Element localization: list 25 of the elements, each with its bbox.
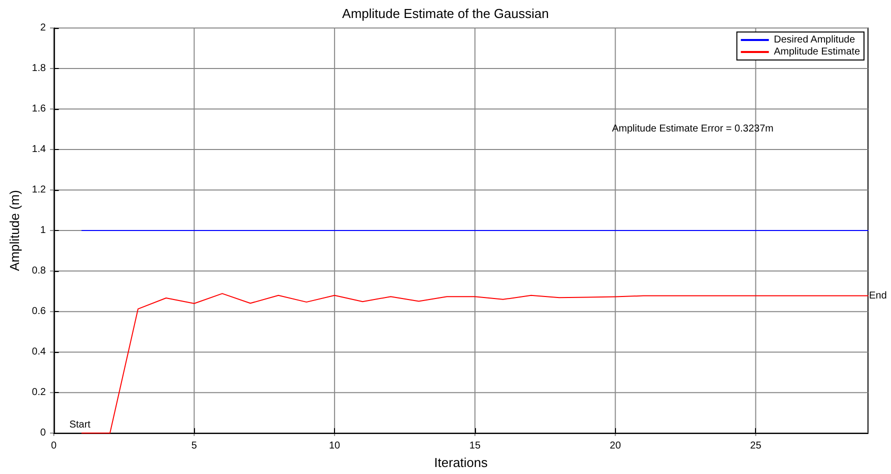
x-tick-label: 25 xyxy=(750,440,762,452)
annotation: Start xyxy=(69,420,91,431)
x-tick-label: 5 xyxy=(191,440,198,452)
y-tick-label: 1.6 xyxy=(32,104,46,115)
y-tick-label: 1.2 xyxy=(32,184,46,196)
chart-title: Amplitude Estimate of the Gaussian xyxy=(342,6,549,21)
legend-label: Desired Amplitude xyxy=(774,34,856,46)
y-tick-label: 0 xyxy=(40,428,46,439)
y-tick-label: 1.4 xyxy=(32,144,46,156)
legend-label: Amplitude Estimate xyxy=(774,46,860,58)
x-tick-label: 20 xyxy=(610,440,622,452)
annotation: Amplitude Estimate Error = 0.3237m xyxy=(612,124,774,134)
annotation: End xyxy=(869,290,887,302)
y-tick-label: 2 xyxy=(40,22,46,34)
x-axis-title: Iterations xyxy=(434,455,488,470)
x-tick-label: 15 xyxy=(469,440,481,452)
y-tick-label: 0.6 xyxy=(32,306,46,318)
x-tick-label: 0 xyxy=(51,440,58,452)
y-tick-label: 0.2 xyxy=(32,387,46,398)
y-tick-label: 0.4 xyxy=(32,346,46,358)
y-tick-label: 1.8 xyxy=(32,63,46,74)
y-tick-label: 1 xyxy=(40,225,46,236)
y-axis-title: Amplitude (m) xyxy=(7,190,22,272)
y-tick-label: 0.8 xyxy=(32,266,46,277)
x-tick-label: 10 xyxy=(328,440,341,452)
